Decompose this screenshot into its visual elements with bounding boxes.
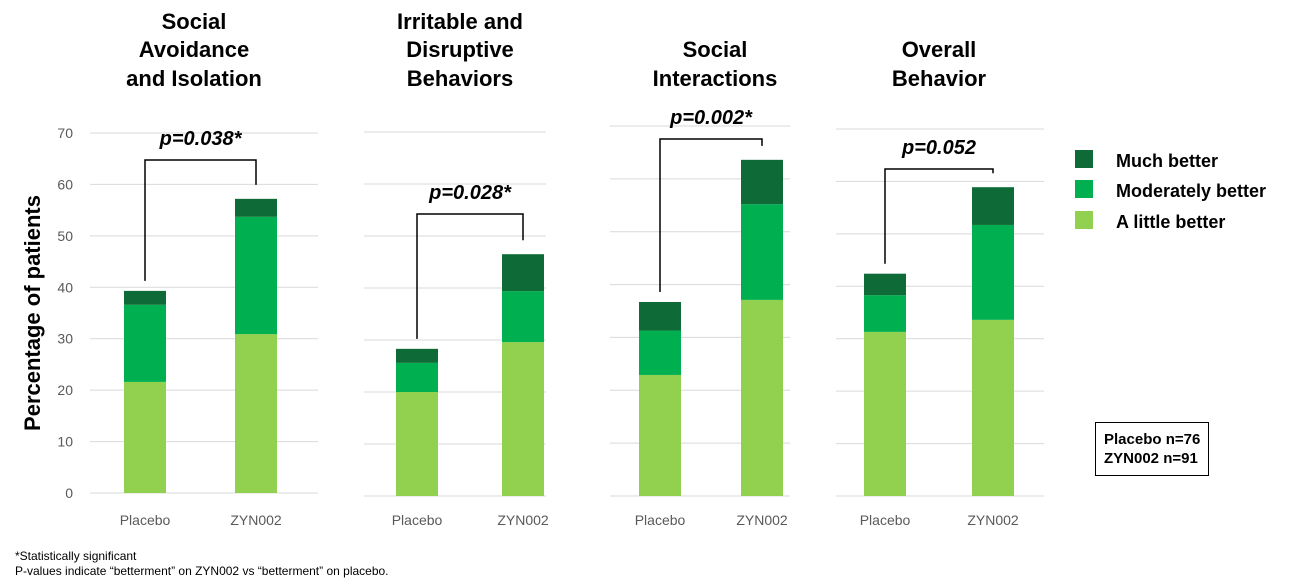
- bar-segment-a-little-better: [864, 331, 906, 496]
- bar-segment-much-better: [502, 254, 544, 292]
- y-tick-label: 10: [57, 434, 73, 450]
- p-value-label: p=0.002*: [669, 107, 753, 129]
- bar-segment-moderately-better: [124, 304, 166, 382]
- bar-segment-a-little-better: [235, 334, 277, 493]
- significance-bracket: [884, 168, 994, 264]
- panel-title: Overall: [902, 37, 977, 62]
- bar-segment-a-little-better: [639, 374, 681, 496]
- panel-title: Social: [162, 9, 227, 34]
- x-category-label: ZYN002: [497, 512, 549, 528]
- sample-size-box: Placebo n=76 ZYN002 n=91: [1095, 422, 1209, 476]
- placebo-n: Placebo n=76: [1104, 431, 1201, 448]
- bar-segment-much-better: [741, 159, 783, 205]
- y-tick-label: 0: [65, 485, 73, 501]
- x-category-label: Placebo: [860, 512, 911, 528]
- x-category-label: ZYN002: [967, 512, 1019, 528]
- bar-segment-a-little-better: [396, 392, 438, 496]
- bar-segment-a-little-better: [502, 342, 544, 496]
- bar-segment-moderately-better: [741, 204, 783, 300]
- footnote-pvalue-note: P-values indicate “betterment” on ZYN002…: [15, 564, 389, 578]
- bar-segment-much-better: [639, 302, 681, 331]
- bar-segment-moderately-better: [639, 330, 681, 375]
- bar-segment-a-little-better: [741, 299, 783, 496]
- x-category-label: ZYN002: [230, 512, 282, 528]
- y-tick-label: 20: [57, 382, 73, 398]
- bar-segment-much-better: [972, 187, 1014, 225]
- bar-segment-moderately-better: [972, 224, 1014, 320]
- legend-swatch-much-better: [1075, 150, 1093, 168]
- y-tick-label: 40: [57, 279, 73, 295]
- zyn002-n: ZYN002 n=91: [1104, 450, 1198, 467]
- p-value-label: p=0.038*: [159, 128, 243, 150]
- legend-label-a-little-better: A little better: [1116, 212, 1225, 232]
- panel-title: Social: [683, 37, 748, 62]
- bar-segment-much-better: [235, 198, 277, 217]
- panel-title: Interactions: [653, 66, 778, 91]
- panel-title: Avoidance: [139, 37, 249, 62]
- x-category-label: Placebo: [120, 512, 171, 528]
- panel-title: Behaviors: [407, 66, 513, 91]
- y-axis-label: Percentage of patients: [20, 195, 45, 431]
- y-tick-label: 70: [57, 125, 73, 141]
- bar-segment-moderately-better: [396, 362, 438, 392]
- bar-segment-a-little-better: [972, 319, 1014, 496]
- bar-segment-a-little-better: [124, 381, 166, 493]
- x-category-label: Placebo: [392, 512, 443, 528]
- y-tick-label: 30: [57, 331, 73, 347]
- p-value-label: p=0.052: [901, 137, 976, 159]
- legend-swatch-moderately-better: [1075, 180, 1093, 198]
- bar-segment-moderately-better: [502, 291, 544, 343]
- x-category-label: ZYN002: [736, 512, 788, 528]
- panel-title: Disruptive: [406, 37, 514, 62]
- p-value-label: p=0.028*: [428, 182, 512, 204]
- bar-segment-moderately-better: [864, 295, 906, 332]
- panel-title: Irritable and: [397, 9, 523, 34]
- bar-segment-much-better: [864, 273, 906, 296]
- y-tick-label: 60: [57, 176, 73, 192]
- y-tick-label: 50: [57, 228, 73, 244]
- bar-segment-moderately-better: [235, 216, 277, 335]
- footnote-significance: *Statistically significant: [15, 549, 137, 563]
- panel-title: and Isolation: [126, 66, 262, 91]
- legend-label-much-better: Much better: [1116, 151, 1218, 171]
- legend-swatch-a-little-better: [1075, 211, 1093, 229]
- significance-bracket: [144, 159, 257, 281]
- significance-bracket: [416, 213, 524, 339]
- panel-title: Behavior: [892, 66, 987, 91]
- bar-segment-much-better: [124, 290, 166, 305]
- legend-label-moderately-better: Moderately better: [1116, 181, 1266, 201]
- x-category-label: Placebo: [635, 512, 686, 528]
- significance-bracket: [659, 138, 763, 293]
- bar-segment-much-better: [396, 348, 438, 363]
